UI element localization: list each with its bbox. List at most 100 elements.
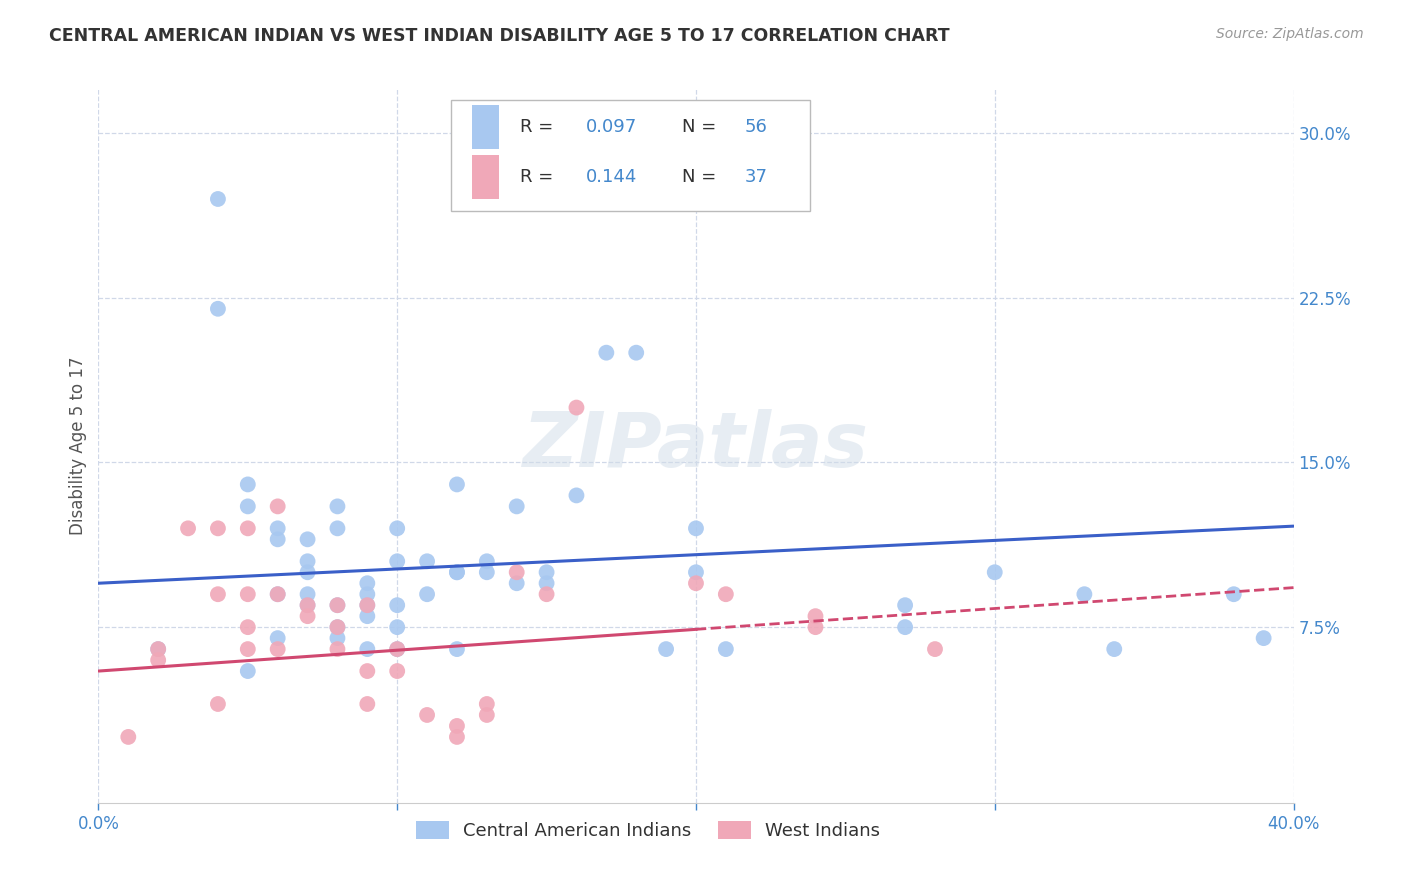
Point (536, 576, 558, 591)
Point (385, 521, 409, 535)
Point (326, 620, 349, 634)
Point (267, 587, 290, 601)
Point (475, 554, 498, 568)
Point (385, 642, 409, 657)
Point (475, 566, 498, 580)
Point (1253, 631, 1275, 645)
Point (804, 609, 827, 624)
Point (297, 598, 319, 612)
Point (446, 719, 468, 733)
Point (565, 488, 588, 502)
Point (714, 587, 737, 601)
Point (207, 192, 229, 206)
Point (297, 587, 319, 601)
Point (446, 642, 468, 657)
Point (207, 697, 229, 711)
Point (326, 598, 349, 612)
Point (536, 587, 558, 601)
Point (475, 708, 498, 723)
Point (326, 642, 349, 657)
Point (267, 631, 290, 645)
Point (446, 477, 468, 491)
Point (297, 566, 319, 580)
Point (894, 620, 917, 634)
Point (236, 587, 259, 601)
Point (297, 554, 319, 568)
Point (446, 566, 468, 580)
Point (924, 642, 946, 657)
Point (506, 576, 529, 591)
Point (236, 521, 259, 535)
Point (356, 587, 378, 601)
Point (326, 631, 349, 645)
Point (385, 620, 409, 634)
Point (148, 653, 170, 667)
Point (595, 345, 617, 359)
Point (385, 554, 409, 568)
Y-axis label: Disability Age 5 to 17: Disability Age 5 to 17 (69, 357, 87, 535)
Text: N =: N = (682, 118, 721, 136)
Point (536, 566, 558, 580)
Point (894, 598, 917, 612)
Point (326, 598, 349, 612)
Point (356, 642, 378, 657)
Point (385, 642, 409, 657)
Point (626, 345, 648, 359)
Point (1223, 587, 1246, 601)
Point (267, 521, 290, 535)
Text: 0.097: 0.097 (586, 118, 637, 136)
Point (506, 500, 529, 514)
Point (356, 664, 378, 678)
Point (148, 642, 170, 657)
Point (446, 566, 468, 580)
Point (326, 500, 349, 514)
FancyBboxPatch shape (472, 155, 499, 199)
Point (804, 620, 827, 634)
Point (416, 587, 439, 601)
Text: 0.144: 0.144 (586, 168, 637, 186)
Point (207, 521, 229, 535)
Text: CENTRAL AMERICAN INDIAN VS WEST INDIAN DISABILITY AGE 5 TO 17 CORRELATION CHART: CENTRAL AMERICAN INDIAN VS WEST INDIAN D… (49, 27, 950, 45)
Point (655, 642, 678, 657)
Point (267, 642, 290, 657)
Point (236, 642, 259, 657)
Point (1073, 587, 1095, 601)
Point (297, 598, 319, 612)
Point (416, 554, 439, 568)
Point (207, 301, 229, 316)
Point (297, 533, 319, 547)
Point (236, 664, 259, 678)
Point (267, 500, 290, 514)
Point (714, 642, 737, 657)
Point (177, 521, 200, 535)
Point (1104, 642, 1126, 657)
Point (446, 730, 468, 744)
Text: 56: 56 (745, 118, 768, 136)
Point (236, 477, 259, 491)
Text: ZIPatlas: ZIPatlas (523, 409, 869, 483)
Point (356, 609, 378, 624)
FancyBboxPatch shape (451, 100, 810, 211)
FancyBboxPatch shape (472, 105, 499, 149)
Point (207, 587, 229, 601)
Point (326, 620, 349, 634)
Point (385, 664, 409, 678)
Point (297, 609, 319, 624)
Point (236, 500, 259, 514)
Point (326, 521, 349, 535)
Point (117, 730, 139, 744)
Text: 37: 37 (745, 168, 768, 186)
Legend: Central American Indians, West Indians: Central American Indians, West Indians (409, 814, 887, 847)
Point (356, 598, 378, 612)
Point (148, 642, 170, 657)
Point (267, 533, 290, 547)
Point (984, 566, 1007, 580)
Point (236, 620, 259, 634)
Text: R =: R = (520, 118, 560, 136)
Point (416, 708, 439, 723)
Point (356, 576, 378, 591)
Point (356, 697, 378, 711)
Point (685, 566, 707, 580)
Text: N =: N = (682, 168, 721, 186)
Point (565, 401, 588, 415)
